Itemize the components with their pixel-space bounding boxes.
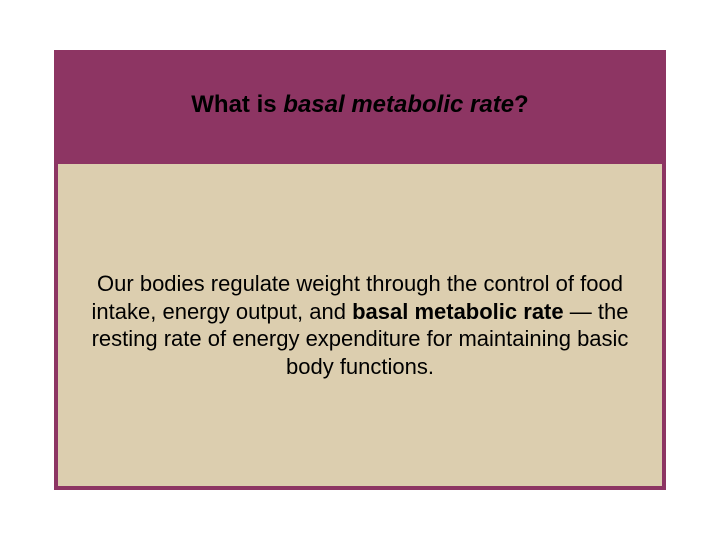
question-text: What is basal metabolic rate? — [191, 89, 528, 120]
question-term: basal metabolic rate — [283, 91, 514, 118]
question-header-box: What is basal metabolic rate? — [54, 50, 666, 160]
answer-bold-term: basal metabolic rate — [352, 299, 564, 324]
slide-container: What is basal metabolic rate? Our bodies… — [0, 0, 720, 540]
answer-body-box: Our bodies regulate weight through the c… — [54, 160, 666, 490]
answer-text: Our bodies regulate weight through the c… — [68, 270, 652, 380]
question-suffix: ? — [514, 91, 529, 118]
question-prefix: What is — [191, 91, 283, 118]
